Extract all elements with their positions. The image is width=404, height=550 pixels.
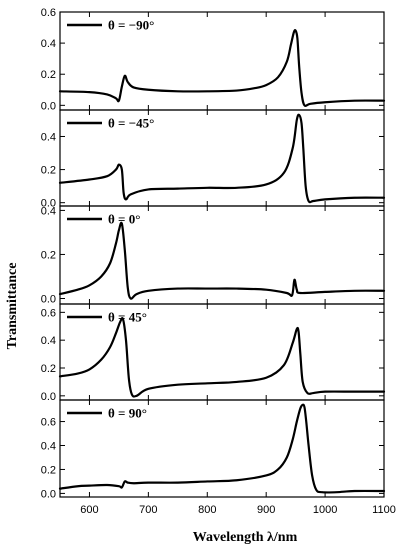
series-line-4 bbox=[58, 317, 386, 398]
x-tick-label: 1000 bbox=[313, 504, 337, 516]
y-tick-label: 0.4 bbox=[41, 441, 56, 453]
panel-1: 0.0 0.2 0.4 0.6 θ = −90° bbox=[41, 7, 386, 112]
y-tick-label: 0.0 bbox=[41, 391, 56, 403]
y-tick-label: 0.2 bbox=[41, 363, 56, 375]
legend-label: θ = 0° bbox=[108, 212, 140, 227]
y-tick-label: 0.0 bbox=[41, 198, 56, 210]
legend-label: θ = 45° bbox=[108, 310, 147, 325]
x-axis-label: Wavelength λ/nm bbox=[193, 530, 298, 545]
x-tick-label: 800 bbox=[198, 504, 216, 516]
legend-label: θ = 90° bbox=[108, 406, 147, 421]
legend-label: θ = −90° bbox=[108, 18, 154, 33]
y-tick-label: 0.2 bbox=[41, 165, 56, 177]
legend-label: θ = −45° bbox=[108, 116, 154, 131]
series-line-2 bbox=[58, 113, 386, 204]
y-axis-label: Transmittance bbox=[5, 263, 20, 350]
y-tick-label: 0.6 bbox=[41, 307, 56, 319]
y-tick-label: 0.0 bbox=[41, 293, 56, 305]
y-tick-label: 0.4 bbox=[41, 131, 56, 143]
series-line-3 bbox=[58, 221, 386, 300]
panels-layer: 0.00.20.40.6θ = −90°0.00.20.4θ = −45°0.0… bbox=[41, 7, 396, 516]
y-tick-label: 0.6 bbox=[41, 7, 56, 19]
y-tick-label: 0.0 bbox=[41, 488, 56, 500]
y-tick-label: 0.2 bbox=[41, 69, 56, 81]
panel-5: 0.0 0.2 0.4 0.6 θ = 90° bbox=[41, 399, 386, 500]
y-tick-label: 0.4 bbox=[41, 335, 56, 347]
x-tick-label: 700 bbox=[139, 504, 157, 516]
panel-3: 0.0 0.2 0.4 θ = 0° bbox=[41, 205, 386, 305]
series-line-1 bbox=[58, 28, 386, 108]
y-tick-label: 0.2 bbox=[41, 464, 56, 476]
y-tick-label: 0.4 bbox=[41, 205, 56, 217]
x-tick-label: 900 bbox=[257, 504, 275, 516]
panel-2: 0.0 0.2 0.4 θ = −45° bbox=[41, 109, 386, 210]
panel-4: 0.0 0.2 0.4 0.6 θ = 45° bbox=[41, 303, 386, 403]
x-tick-label: 1100 bbox=[372, 504, 396, 516]
y-tick-label: 0.2 bbox=[41, 249, 56, 261]
x-tick-label: 600 bbox=[80, 504, 98, 516]
y-tick-label: 0.0 bbox=[41, 100, 56, 112]
series-line-5 bbox=[58, 403, 386, 494]
y-tick-label: 0.4 bbox=[41, 38, 56, 50]
x-tick-labels: 600 700 800 900 1000 1100 bbox=[80, 504, 396, 516]
panel-frame bbox=[59, 399, 385, 498]
y-tick-label: 0.6 bbox=[41, 417, 56, 429]
